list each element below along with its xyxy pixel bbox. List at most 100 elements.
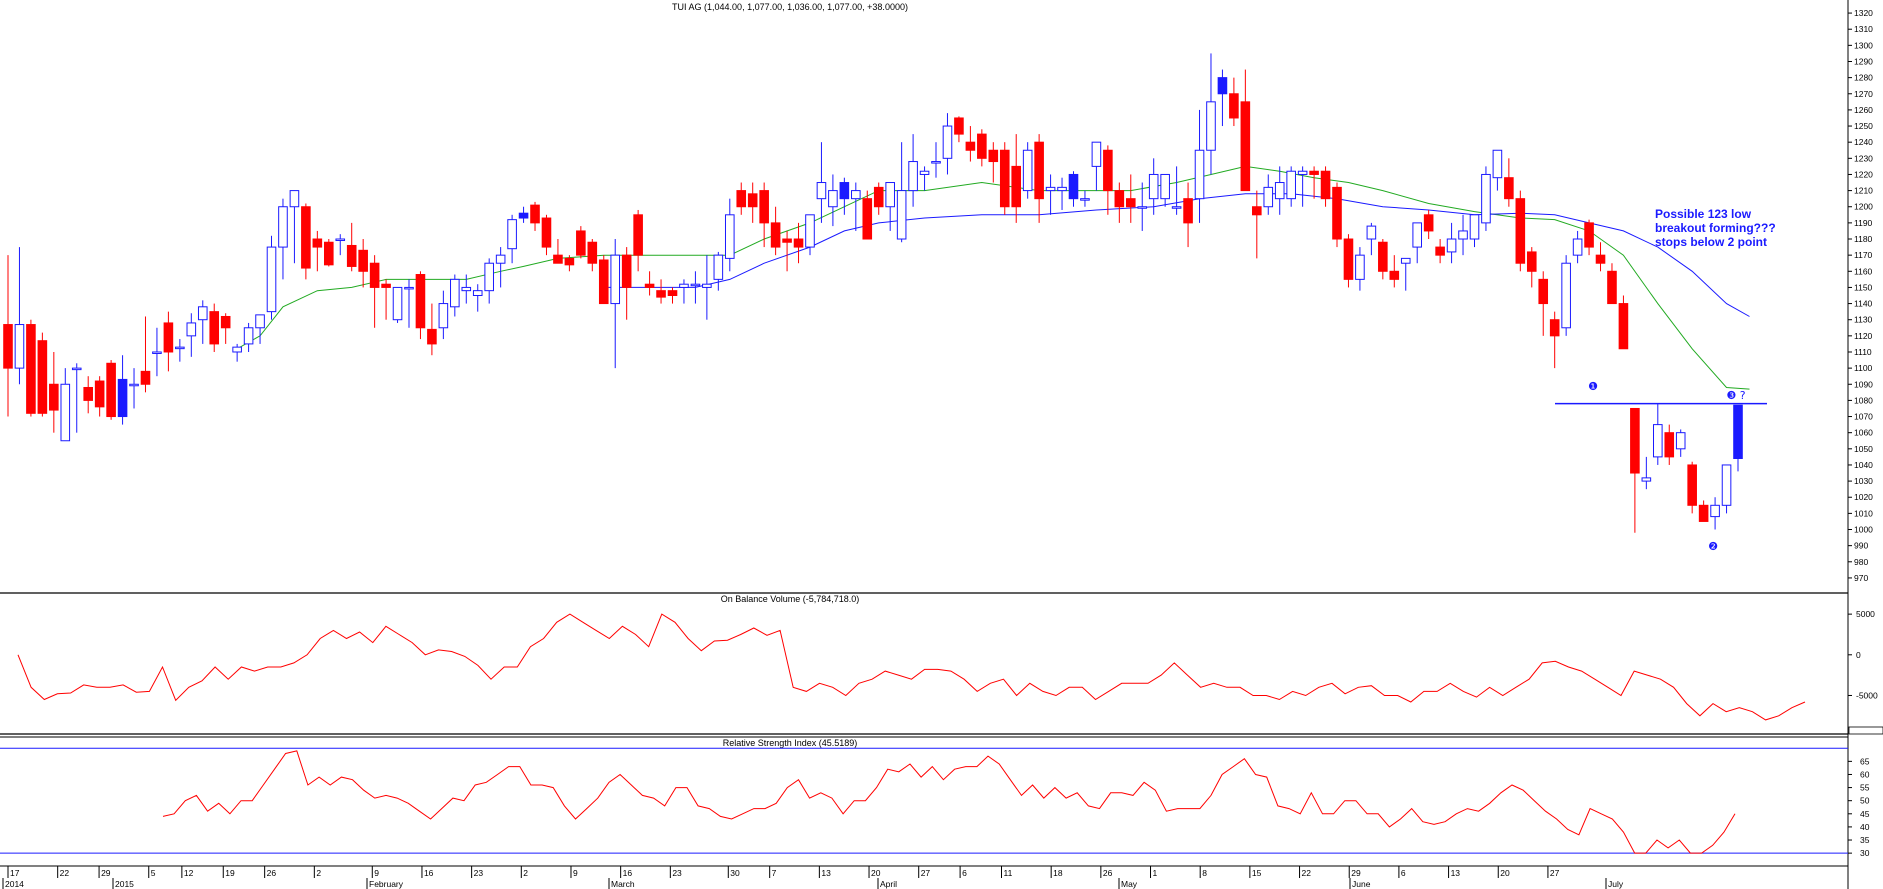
point-2-marker: ❷ <box>1708 540 1718 553</box>
x-axis-day-label: 1 <box>1153 868 1158 878</box>
candle-body <box>919 170 930 175</box>
candle-body <box>965 141 976 151</box>
price-axis-tick-label: 1120 <box>1854 331 1873 341</box>
candle-body <box>301 206 311 269</box>
candle-body <box>1400 257 1411 264</box>
rsi-series-line <box>162 750 1736 854</box>
candle-body <box>610 254 621 305</box>
x-axis-day-label: 23 <box>474 868 484 878</box>
obv-value-box <box>1848 726 1883 735</box>
x-axis-day-label: 11 <box>1004 868 1013 878</box>
candle-body <box>71 367 82 371</box>
candle-body <box>1183 198 1193 224</box>
price-axis-tick-label: 1310 <box>1854 24 1873 34</box>
candle-body <box>1057 186 1067 192</box>
x-axis-day-label: 13 <box>821 868 831 878</box>
candle-body <box>805 214 815 248</box>
candle-body <box>747 193 758 208</box>
candle-body <box>37 340 48 414</box>
price-axis-tick-label: 1300 <box>1854 40 1873 50</box>
candle-body <box>839 182 850 200</box>
price-annotations: ❶ ❷ ❸ ? Possible 123 low breakout formin… <box>1555 207 1776 553</box>
candle-body <box>564 257 575 266</box>
date-x-axis: 17 22 29 5 12 19 26 2 9 16 23 2 9 16 23 30 7 13 20 27 6 11 18 2… <box>2 866 1624 889</box>
x-axis-day-label: 26 <box>1103 868 1113 878</box>
x-axis-day-label: 22 <box>1302 868 1312 878</box>
x-axis-day-label: 2 <box>523 868 528 878</box>
candle-body <box>1274 182 1285 200</box>
candle-body <box>129 383 139 387</box>
candle-body <box>873 186 884 208</box>
candle-body <box>1664 432 1675 458</box>
x-axis-month-label: March <box>611 879 635 889</box>
x-axis-month-label: April <box>880 879 897 889</box>
candle-body <box>679 283 689 288</box>
x-axis-month-label: May <box>1121 879 1138 889</box>
candle-body <box>816 182 827 200</box>
obv-axis-tick-label: 0 <box>1856 650 1861 660</box>
candle-body <box>598 259 609 305</box>
price-axis-tick-label: 1130 <box>1854 315 1873 325</box>
rsi-chart-title: Relative Strength Index (45.5189) <box>723 738 858 748</box>
candle-body <box>1504 177 1514 200</box>
candle-body <box>140 370 151 385</box>
candle-body <box>770 222 781 248</box>
x-axis-month-label: 2014 <box>5 879 24 889</box>
candle-body <box>530 204 540 224</box>
x-axis-month-label: June <box>1352 879 1371 889</box>
candle-body <box>1332 186 1342 240</box>
candle-body <box>656 290 666 298</box>
candle-body <box>541 217 552 248</box>
candle-body <box>1114 190 1125 208</box>
candle-body <box>576 230 586 256</box>
candle-body <box>266 246 277 313</box>
rsi-y-axis: 65 60 55 50 45 40 35 30 <box>1848 756 1870 858</box>
candle-body <box>1607 270 1617 305</box>
candle-body <box>1366 225 1377 240</box>
candle-body <box>186 322 197 337</box>
candle-body <box>1068 173 1079 200</box>
x-axis-day-label: 15 <box>1252 868 1262 878</box>
x-axis-day-label: 27 <box>1550 868 1560 878</box>
candle-body <box>358 249 368 272</box>
candle-body <box>1435 246 1445 256</box>
x-axis-day-label: 26 <box>267 868 277 878</box>
x-axis-day-label: 19 <box>225 868 235 878</box>
candle-body <box>1022 149 1033 192</box>
price-axis-tick-label: 1090 <box>1854 379 1873 389</box>
candle-body <box>1687 464 1697 506</box>
candle-body <box>404 286 414 290</box>
rsi-axis-tick-label: 35 <box>1860 835 1870 845</box>
x-axis-day-label: 7 <box>772 868 777 878</box>
price-axis-tick-label: 1200 <box>1854 202 1873 212</box>
candle-body <box>175 346 185 350</box>
price-axis-tick-label: 1270 <box>1854 89 1873 99</box>
candle-body <box>289 190 300 208</box>
candle-body <box>450 278 460 308</box>
candle-body <box>1584 222 1594 248</box>
candle-body <box>1389 270 1400 280</box>
candle-body <box>1653 424 1663 458</box>
candle-body <box>1458 230 1468 240</box>
candle-body <box>1297 170 1308 175</box>
price-axis-tick-label: 970 <box>1854 573 1868 583</box>
candle-body <box>197 306 208 321</box>
candle-body <box>1045 186 1056 192</box>
candle-body <box>736 190 747 208</box>
candle-body <box>1148 173 1159 200</box>
annotation-line-2: breakout forming??? <box>1655 221 1776 235</box>
candle-body <box>1733 404 1743 460</box>
candle-body <box>1034 141 1044 200</box>
x-axis-day-label: 20 <box>871 868 881 878</box>
candle-body <box>461 286 472 292</box>
candle-body <box>759 190 769 224</box>
annotation-line-1: Possible 123 low <box>1655 207 1752 221</box>
candle-body <box>1343 238 1354 280</box>
candle-body <box>438 303 449 329</box>
candle-body <box>26 324 36 414</box>
x-axis-month-label: July <box>1608 879 1624 889</box>
candle-body <box>369 262 380 288</box>
rsi-axis-tick-label: 40 <box>1860 822 1870 832</box>
x-axis-day-label: 8 <box>1202 868 1207 878</box>
x-axis-day-label: 9 <box>573 868 578 878</box>
